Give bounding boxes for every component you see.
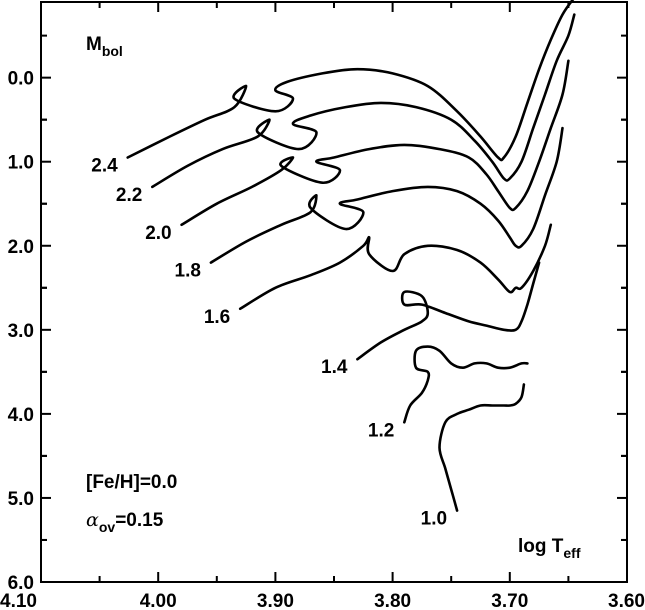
- track-1.0: [438, 383, 526, 512]
- y-tick-label: 1.0: [8, 153, 34, 174]
- overshoot-annotation: αov=0.15: [86, 509, 164, 535]
- mass-label-2.4: 2.4: [91, 156, 118, 177]
- y-tick-label: 4.0: [8, 405, 34, 426]
- mass-label-1.8: 1.8: [175, 261, 201, 282]
- metallicity-annotation: [Fe/H]=0.0: [86, 472, 177, 493]
- mass-label-2.2: 2.2: [116, 185, 142, 206]
- x-tick-label: 4.10: [0, 591, 37, 610]
- y-axis-label: Mbol: [86, 34, 123, 59]
- track-1.4: [356, 261, 541, 361]
- mass-label-1.2: 1.2: [368, 420, 394, 441]
- mass-label-1.0: 1.0: [421, 509, 447, 530]
- evolution-tracks: [126, 0, 576, 512]
- track-2.2: [151, 13, 576, 189]
- x-axis-label: log Teff: [518, 536, 581, 561]
- track-2.4: [126, 0, 575, 162]
- mass-labels: 2.4 2.22.01.8 1.6 1.4 1.2 1.0: [91, 156, 447, 530]
- y-tick-label: 6.0: [8, 573, 34, 594]
- y-tick-label: 0.0: [8, 69, 34, 90]
- axis-ticks: [40, 2, 628, 583]
- x-tick-label: 3.80: [374, 591, 411, 610]
- mass-label-1.4: 1.4: [321, 357, 348, 378]
- plot-frame: [40, 1, 628, 583]
- track-1.8: [209, 126, 564, 264]
- x-tick-label: 3.60: [608, 591, 645, 610]
- mass-label-2.0: 2.0: [145, 223, 171, 244]
- x-tick-label: 3.90: [257, 591, 294, 610]
- y-tick-label: 2.0: [8, 237, 34, 258]
- x-tick-label: 3.70: [491, 591, 528, 610]
- track-1.6: [238, 223, 553, 311]
- track-1.2: [403, 345, 529, 424]
- y-tick-label: 3.0: [8, 321, 34, 342]
- track-2.0: [180, 59, 570, 227]
- x-tick-label: 4.00: [140, 591, 177, 610]
- mass-label-1.6: 1.6: [204, 307, 230, 328]
- axis-tick-labels: 4.10 4.00 3.90 3.80 3.70 3.60 0.0 1.0 2.0 3.0 4.0 5…: [0, 69, 645, 610]
- y-tick-label: 5.0: [8, 489, 34, 510]
